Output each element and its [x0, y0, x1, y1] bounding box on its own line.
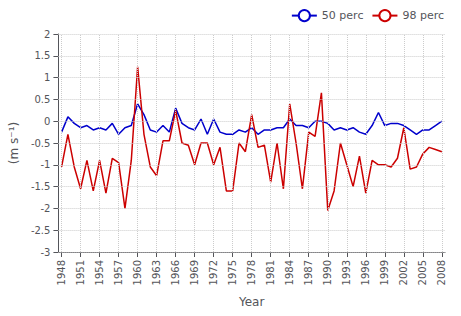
- svg-text:1987: 1987: [303, 260, 314, 285]
- svg-text:1969: 1969: [189, 260, 200, 285]
- svg-text:-3: -3: [40, 247, 50, 258]
- svg-text:50 perc: 50 perc: [322, 9, 364, 22]
- svg-text:1963: 1963: [151, 260, 162, 285]
- svg-text:(m s⁻¹): (m s⁻¹): [7, 122, 21, 164]
- svg-text:2: 2: [44, 29, 50, 40]
- svg-text:1960: 1960: [132, 260, 143, 285]
- svg-text:1981: 1981: [265, 260, 276, 285]
- svg-text:1978: 1978: [246, 260, 257, 285]
- svg-text:-0.5: -0.5: [31, 138, 51, 149]
- svg-text:1993: 1993: [341, 260, 352, 285]
- svg-text:1951: 1951: [75, 260, 86, 285]
- svg-text:98 perc: 98 perc: [402, 9, 444, 22]
- svg-text:2002: 2002: [398, 260, 409, 285]
- svg-text:-1: -1: [40, 159, 50, 170]
- svg-text:1990: 1990: [322, 260, 333, 285]
- svg-text:Year: Year: [238, 295, 264, 309]
- svg-text:2008: 2008: [436, 260, 447, 285]
- svg-text:-2.5: -2.5: [31, 225, 51, 236]
- svg-text:1966: 1966: [170, 260, 181, 285]
- svg-text:0.5: 0.5: [35, 94, 51, 105]
- svg-text:1984: 1984: [284, 260, 295, 285]
- svg-text:1948: 1948: [56, 260, 67, 285]
- svg-text:1957: 1957: [113, 260, 124, 285]
- svg-text:1954: 1954: [94, 260, 105, 285]
- svg-text:1996: 1996: [360, 260, 371, 285]
- svg-text:-2: -2: [40, 203, 50, 214]
- svg-text:1975: 1975: [227, 260, 238, 285]
- svg-text:1972: 1972: [208, 260, 219, 285]
- svg-text:1999: 1999: [379, 260, 390, 285]
- svg-text:1: 1: [44, 72, 50, 83]
- svg-text:2005: 2005: [417, 260, 428, 285]
- svg-text:0: 0: [44, 116, 50, 127]
- svg-text:-1.5: -1.5: [31, 181, 51, 192]
- svg-text:1.5: 1.5: [35, 50, 51, 61]
